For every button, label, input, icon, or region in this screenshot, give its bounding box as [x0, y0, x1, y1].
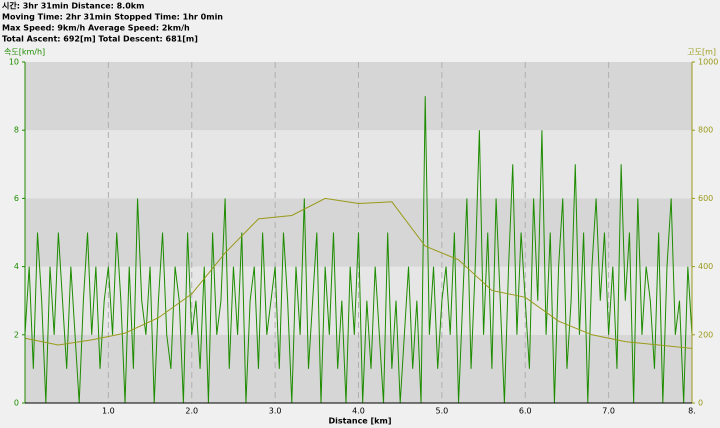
y-tick-label: 4 [14, 262, 19, 271]
header-line: 시간: 3hr 31min Distance: 8.0km [2, 1, 144, 11]
x-tick-label: 2.0 [185, 407, 198, 416]
y-tick-label: 8 [14, 126, 19, 135]
y2-tick-label: 1000 [698, 58, 718, 67]
x-tick-label: 8. [688, 407, 696, 416]
y2-tick-label: 200 [698, 330, 713, 339]
series-line [24, 96, 693, 404]
x-axis-label: Distance [km] [329, 417, 392, 426]
x-tick-label: 1.0 [102, 407, 115, 416]
y2-tick-label: 0 [698, 399, 703, 408]
y-tick-label: 2 [14, 330, 19, 339]
x-tick-label: 6.0 [519, 407, 532, 416]
series-line [24, 197, 693, 349]
y-tick-label: 10 [9, 58, 19, 67]
x-tick-label: 5.0 [436, 407, 449, 416]
x-tick-label: 7.0 [602, 407, 615, 416]
header-line: Total Ascent: 692[m] Total Descent: 681[… [2, 35, 198, 44]
y2-tick-label: 600 [698, 194, 713, 203]
y2-axis-label: 고도[m] [687, 48, 716, 57]
x-tick-label: 4.0 [352, 407, 365, 416]
y-axis-label: 속도[km/h] [4, 48, 45, 57]
header-line: Max Speed: 9km/h Average Speed: 2km/h [2, 24, 190, 33]
header-line: Moving Time: 2hr 31min Stopped Time: 1hr… [2, 13, 223, 22]
y-tick-label: 0 [14, 399, 19, 408]
x-tick-label: 3.0 [269, 407, 282, 416]
y-tick-label: 6 [14, 194, 19, 203]
y2-tick-label: 400 [698, 262, 713, 271]
y2-tick-label: 800 [698, 126, 713, 135]
